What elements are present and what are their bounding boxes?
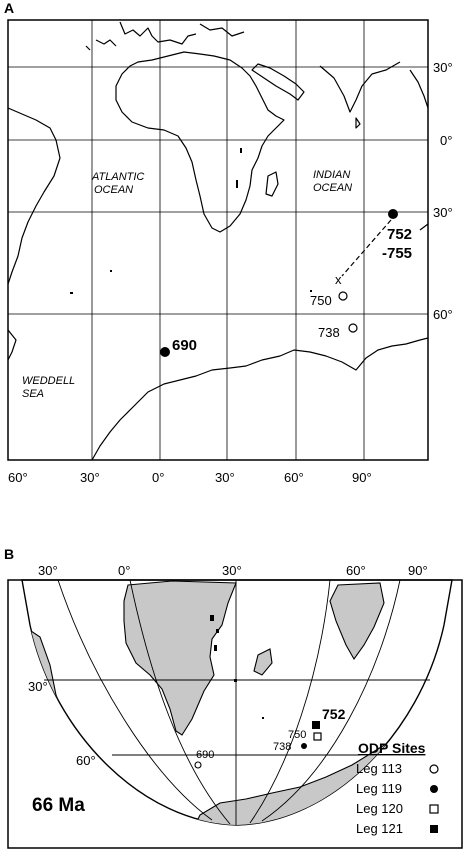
- panel-a-letter: A: [4, 0, 15, 16]
- site-738-b-marker: [301, 743, 307, 749]
- a-lon-tick-60e: 60°: [284, 470, 304, 485]
- site-752-label: 752: [387, 226, 412, 243]
- site-738-marker: [348, 323, 358, 333]
- legend: ODP Sites Leg 113 Leg 119 Leg 120 Leg 12…: [356, 740, 439, 836]
- a-lon-tick-90e: 90°: [352, 470, 372, 485]
- legend-filled-square-icon: [430, 825, 438, 833]
- site-690-label: 690: [172, 337, 197, 354]
- ridge-dashed-line: [341, 219, 392, 277]
- label-atlantic-line2: OCEAN: [94, 184, 133, 196]
- a-lat-tick-60s: 60°: [433, 307, 453, 322]
- label-indian-line1: INDIAN: [313, 169, 350, 181]
- panel-b-letter: B: [4, 546, 15, 562]
- legend-label-leg119: Leg 119: [356, 781, 402, 796]
- legend-title: ODP Sites: [358, 740, 426, 756]
- b-lon-tick-30w: 30°: [38, 563, 58, 578]
- a-lat-tick-30n: 30°: [433, 60, 453, 75]
- site-690-b-label: 690: [196, 749, 214, 761]
- legend-label-leg120: Leg 120: [356, 801, 403, 816]
- site-690-b-marker: [194, 761, 202, 769]
- site-750-marker: [338, 291, 348, 301]
- legend-label-leg113: Leg 113: [356, 761, 402, 776]
- panel-b-map: 30° 0° 30° 60° 90° 30° 60° 752 750 738 6…: [7, 563, 463, 849]
- map-a-islands: [70, 148, 312, 294]
- b-lon-tick-30e: 30°: [222, 563, 242, 578]
- b-lon-tick-60e: 60°: [346, 563, 366, 578]
- map-b-graticule: [44, 579, 430, 825]
- site-750-b-marker: [313, 732, 322, 741]
- site-750-b-label: 750: [288, 729, 306, 741]
- site-752-b-label: 752: [322, 706, 346, 722]
- legend-open-circle-icon: [429, 764, 439, 774]
- site-738-label: 738: [318, 325, 340, 340]
- a-lon-tick-60w: 60°: [8, 470, 28, 485]
- site-752-marker: [388, 209, 398, 219]
- a-lon-tick-0: 0°: [152, 470, 164, 485]
- age-label: 66 Ma: [32, 795, 85, 816]
- ridge-x-marker: x: [335, 272, 342, 287]
- map-a-coastlines: [7, 21, 429, 461]
- label-weddell-line1: WEDDELL: [22, 375, 75, 387]
- label-atlantic-line1: ATLANTIC: [91, 171, 144, 183]
- map-a-graticule: [8, 20, 428, 460]
- panel-a-map: ATLANTIC OCEAN INDIAN OCEAN WEDDELL SEA …: [7, 19, 453, 485]
- a-lon-tick-30w: 30°: [80, 470, 100, 485]
- a-lon-tick-30e: 30°: [215, 470, 235, 485]
- a-lat-tick-30s: 30°: [433, 205, 453, 220]
- b-lon-tick-0: 0°: [118, 563, 130, 578]
- label-weddell-line2: SEA: [22, 388, 44, 400]
- map-b-islands: [210, 615, 264, 719]
- legend-filled-circle-icon: [430, 785, 438, 793]
- site-750-label: 750: [310, 293, 332, 308]
- a-lat-tick-0: 0°: [440, 133, 452, 148]
- legend-label-leg121: Leg 121: [356, 821, 403, 836]
- site-755-label: -755: [382, 245, 412, 262]
- b-lat-tick-30s: 30°: [28, 679, 48, 694]
- b-lon-tick-90e: 90°: [408, 563, 428, 578]
- b-lat-tick-60s: 60°: [76, 753, 96, 768]
- site-738-b-label: 738: [273, 741, 291, 753]
- legend-open-square-icon: [429, 804, 439, 814]
- site-752-b-marker: [312, 721, 320, 729]
- map-a-frame: [7, 19, 429, 461]
- label-indian-line2: OCEAN: [313, 182, 352, 194]
- site-690-marker: [160, 347, 170, 357]
